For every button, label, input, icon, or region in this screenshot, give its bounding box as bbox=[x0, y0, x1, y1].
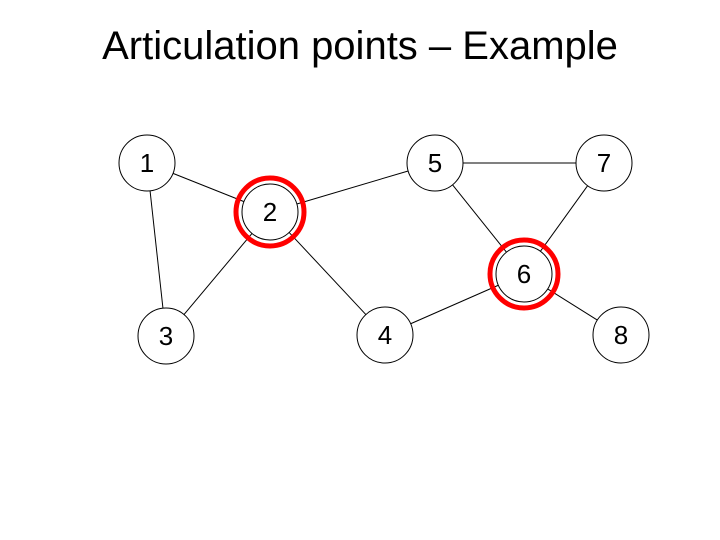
node-2: 2 bbox=[236, 178, 304, 246]
node-4-label: 4 bbox=[378, 320, 392, 350]
node-8-label: 8 bbox=[614, 320, 628, 350]
edge-1-3 bbox=[150, 191, 163, 308]
node-6: 6 bbox=[490, 240, 558, 308]
edge-1-2 bbox=[173, 173, 244, 201]
node-8: 8 bbox=[593, 307, 649, 363]
edge-2-4 bbox=[289, 232, 366, 314]
node-2-label: 2 bbox=[263, 197, 277, 227]
node-6-label: 6 bbox=[517, 259, 531, 289]
node-4: 4 bbox=[357, 307, 413, 363]
node-1-label: 1 bbox=[140, 148, 154, 178]
edge-6-8 bbox=[548, 289, 598, 320]
node-7: 7 bbox=[576, 135, 632, 191]
graph-canvas: 1 2 3 4 5 6 7 8 bbox=[0, 0, 720, 540]
edge-4-6 bbox=[411, 285, 499, 323]
node-1: 1 bbox=[119, 135, 175, 191]
node-7-label: 7 bbox=[597, 148, 611, 178]
node-3: 3 bbox=[138, 308, 194, 364]
node-5: 5 bbox=[407, 135, 463, 191]
edge-5-6 bbox=[453, 185, 507, 252]
edge-6-7 bbox=[540, 186, 587, 252]
node-5-label: 5 bbox=[428, 148, 442, 178]
node-3-label: 3 bbox=[159, 321, 173, 351]
edge-2-5 bbox=[297, 171, 408, 204]
edge-2-3 bbox=[184, 233, 252, 314]
